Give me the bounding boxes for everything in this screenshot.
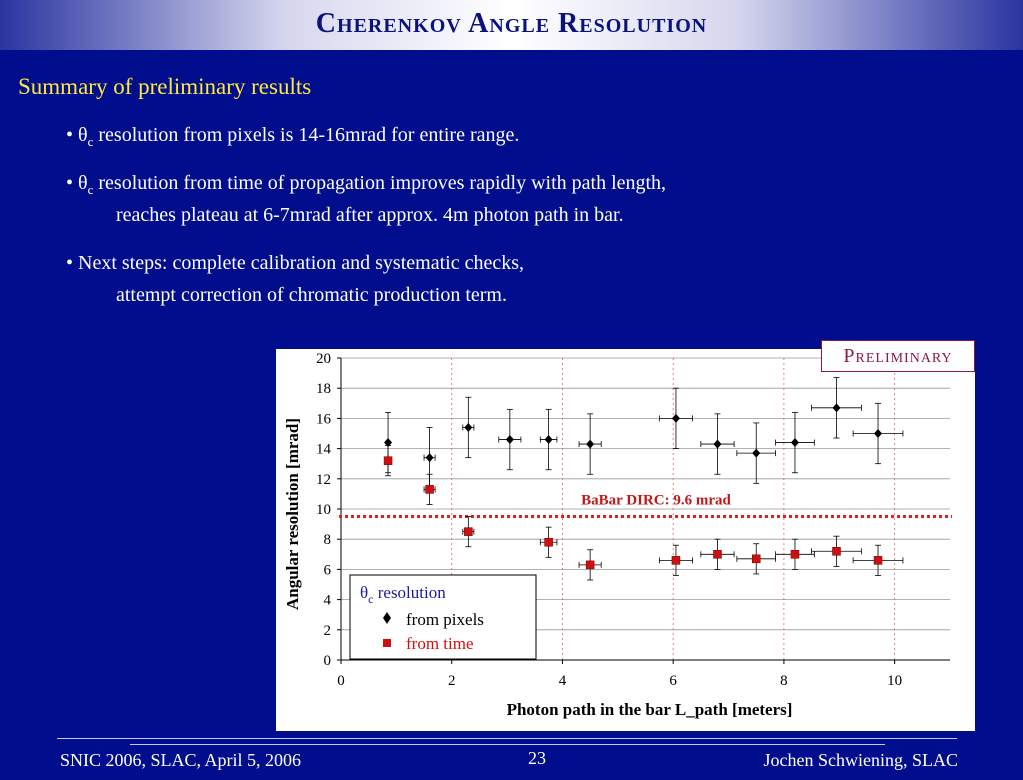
diamond-marker xyxy=(425,453,434,463)
square-marker xyxy=(383,456,393,465)
time-data-point xyxy=(423,473,436,505)
time-data-point xyxy=(700,538,735,570)
square-marker xyxy=(713,550,722,559)
pixel-data-point xyxy=(658,387,693,449)
pixel-data-point xyxy=(852,402,904,465)
time-data-point xyxy=(775,538,815,570)
diamond-marker xyxy=(505,435,514,445)
pixel-data-point xyxy=(498,408,522,471)
x-tick-label: 10 xyxy=(887,673,902,689)
bullet-2-text: resolution from time of propagation impr… xyxy=(93,172,667,194)
chart-legend: θc resolution from pixels from time xyxy=(349,574,537,660)
x-tick-label: 0 xyxy=(337,673,345,689)
y-tick-label: 20 xyxy=(316,351,331,367)
legend-box xyxy=(349,574,537,660)
bullet-2-continuation: reaches plateau at 6-7mrad after approx.… xyxy=(116,204,624,226)
legend-title: θc resolution xyxy=(360,583,446,606)
bullet-3: • Next steps: complete calibration and s… xyxy=(66,252,524,274)
diamond-marker xyxy=(874,429,883,438)
diamond-marker xyxy=(790,438,799,448)
square-marker xyxy=(585,560,595,570)
time-data-point xyxy=(462,516,475,548)
legend-square-icon xyxy=(383,639,391,647)
diamond-marker xyxy=(544,435,553,445)
pixel-data-point xyxy=(462,396,475,459)
diamond-marker xyxy=(671,413,680,423)
x-tick-label: 8 xyxy=(780,673,788,689)
x-tick-label: 2 xyxy=(448,673,456,689)
square-marker xyxy=(873,556,883,565)
y-tick-label: 18 xyxy=(316,381,331,397)
page-number: 23 xyxy=(528,748,546,768)
babar-reference-label: BaBar DIRC: 9.6 mrad xyxy=(581,493,731,509)
square-marker xyxy=(751,554,761,564)
bullet-3-continuation: attempt correction of chromatic producti… xyxy=(116,284,507,306)
diamond-marker xyxy=(713,439,722,449)
bullet-1-text: resolution from pixels is 14-16mrad for … xyxy=(93,124,520,146)
chart-panel: 0 2 4 6 8 10 12 14 16 18 20 0 2 4 6 8 10 Photon path in t… xyxy=(276,349,975,731)
pixel-data-point xyxy=(811,377,862,439)
time-data-point xyxy=(736,543,777,575)
resolution-chart: 0 2 4 6 8 10 12 14 16 18 20 0 2 4 6 8 10 Photon path in t… xyxy=(283,351,952,719)
y-tick-label: 10 xyxy=(316,502,331,518)
time-data-point xyxy=(383,445,393,477)
footer-conference: SNIC 2006, SLAC, April 5, 2006 xyxy=(60,750,302,770)
preliminary-label: Preliminary xyxy=(821,340,975,372)
x-axis-label: Photon path in the bar L_path [meters] xyxy=(507,700,793,719)
pixel-data-point xyxy=(539,408,558,471)
y-tick-label: 12 xyxy=(316,472,331,488)
square-marker xyxy=(832,547,841,556)
y-tick-label: 4 xyxy=(324,593,332,609)
y-tick-label: 16 xyxy=(316,411,332,427)
theta-subscript: c xyxy=(87,134,94,149)
diamond-marker xyxy=(384,438,393,448)
y-tick-label: 2 xyxy=(324,623,332,639)
bullet-2: • θc resolution from time of propagation… xyxy=(66,172,667,197)
x-tick-label: 6 xyxy=(669,673,677,689)
time-data-point xyxy=(539,526,558,558)
y-tick-label: 6 xyxy=(324,562,332,578)
time-data-point xyxy=(658,544,693,576)
slide-title: Cherenkov Angle Resolution xyxy=(315,8,708,39)
pixel-data-point xyxy=(736,422,777,484)
time-data-point xyxy=(852,544,904,576)
footer-author: Jochen Schwiening, SLAC xyxy=(763,750,958,770)
footer-divider-top xyxy=(57,738,957,739)
bullet-3-text: Next steps: complete calibration and sys… xyxy=(78,252,524,274)
square-marker xyxy=(464,527,473,536)
diamond-marker xyxy=(752,448,761,458)
footer-divider-bottom xyxy=(130,744,885,745)
square-marker xyxy=(671,556,681,565)
square-marker xyxy=(790,550,800,559)
pixel-data-point xyxy=(578,413,602,475)
time-data-point xyxy=(811,535,862,567)
square-marker xyxy=(544,537,553,547)
legend-diamond-icon xyxy=(383,612,391,624)
time-data-point xyxy=(578,549,602,581)
legend-entry-time: from time xyxy=(406,634,474,653)
diamond-marker xyxy=(832,403,841,413)
x-tick-label: 4 xyxy=(559,673,567,689)
slide-subtitle: Summary of preliminary results xyxy=(18,74,312,99)
theta-symbol: θ xyxy=(78,124,88,146)
y-tick-label: 14 xyxy=(316,442,332,458)
diamond-marker xyxy=(586,439,595,449)
square-marker xyxy=(425,485,434,494)
pixel-data-point xyxy=(700,413,735,475)
y-tick-label: 8 xyxy=(324,532,332,548)
y-tick-label: 0 xyxy=(324,653,332,669)
pixel-data-point xyxy=(775,411,815,474)
theta-symbol: θ xyxy=(78,172,88,194)
title-bar xyxy=(0,0,1023,50)
legend-entry-pixels: from pixels xyxy=(406,610,484,629)
theta-subscript: c xyxy=(87,182,94,197)
bullet-1: • θc resolution from pixels is 14-16mrad… xyxy=(66,124,520,149)
y-axis-label: Angular resolution [mrad] xyxy=(283,418,302,610)
diamond-marker xyxy=(464,422,473,432)
